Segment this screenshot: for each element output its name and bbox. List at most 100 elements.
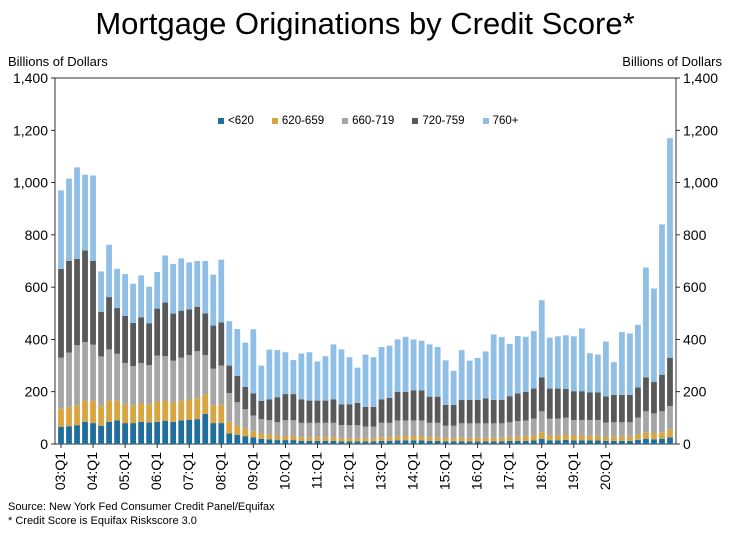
bar-segment (458, 437, 465, 442)
y-tick-label-right: 0 (683, 436, 691, 452)
bar-segment (186, 399, 193, 420)
bar-segment (90, 261, 96, 345)
bar-segment (635, 417, 641, 435)
bar-segment (418, 436, 425, 441)
bar-segment (370, 441, 377, 444)
bar-segment (506, 440, 513, 444)
bar-segment (659, 224, 665, 375)
bar-segment (482, 437, 489, 442)
bar-segment (98, 406, 104, 426)
bar-segment (98, 425, 104, 444)
bar-segment (578, 391, 585, 420)
bar-segment (250, 437, 257, 444)
bar-segment (402, 391, 409, 421)
bar-segment (138, 317, 145, 363)
bar-segment (506, 436, 513, 441)
y-tick-label-left: 0 (40, 436, 48, 452)
bar-segment (170, 313, 177, 361)
bar-segment (627, 422, 633, 437)
bar-segment (450, 425, 457, 439)
bar-segment (162, 302, 169, 357)
legend-label: 660-719 (352, 115, 395, 127)
bar-segment (90, 344, 96, 401)
legend-item: 720-759 (412, 115, 465, 127)
bar-segment (146, 365, 153, 405)
bar-segment (394, 391, 401, 421)
bar-segment (410, 436, 417, 441)
bar-segment (362, 441, 369, 444)
bar-segment (186, 309, 193, 356)
bar-segment (138, 403, 145, 422)
bar-segment (418, 340, 425, 391)
bar-segment (298, 437, 305, 441)
bar-segment (122, 315, 128, 363)
bar-segment (354, 402, 361, 426)
bar-segment (514, 420, 521, 437)
bar-segment (506, 422, 513, 437)
bar-segment (554, 336, 561, 389)
bar-segment (162, 255, 169, 303)
bar-segment (458, 399, 465, 424)
bar-segment (482, 398, 489, 424)
bar-segment (546, 418, 553, 436)
bar-segment (58, 190, 64, 269)
x-tick-label: 12:Q1 (340, 452, 356, 490)
bar-segment (74, 345, 80, 406)
bar-segment (386, 422, 393, 438)
bar-segment (194, 306, 201, 352)
bar-segment (82, 421, 88, 444)
bar-segment (498, 399, 505, 424)
bar-segment (410, 440, 417, 444)
bar-segment (442, 438, 449, 442)
bar-segment (474, 423, 481, 438)
bar-segment (370, 426, 377, 439)
bar-segment (338, 404, 345, 426)
bar-segment (562, 417, 569, 435)
bar-segment (370, 438, 377, 442)
bar-segment (98, 311, 104, 357)
bar-segment (402, 420, 409, 437)
bar-segment (514, 336, 521, 394)
bar-segment (298, 353, 305, 400)
bar-segment (386, 440, 393, 444)
bar-segment (114, 400, 120, 421)
bar-segment (202, 413, 209, 444)
y-tick-label-right: 1,400 (683, 70, 718, 86)
x-tick-label: 03:Q1 (52, 452, 68, 490)
bar-segment (114, 268, 120, 309)
bar-segment (594, 440, 601, 444)
bar-segment (386, 437, 393, 441)
bar-segment (66, 352, 72, 408)
bar-segment (178, 357, 185, 401)
bar-segment (250, 393, 257, 416)
bar-segment (546, 435, 553, 441)
y-tick-label-right: 600 (683, 279, 707, 295)
bar-segment (362, 438, 369, 442)
bar-segment (651, 382, 657, 414)
bar-segment (667, 357, 673, 407)
bar-segment (667, 406, 673, 430)
bar-segment (218, 423, 225, 444)
bar-segment (98, 271, 104, 312)
bar-segment (635, 434, 641, 440)
bar-segment (274, 397, 281, 423)
bar-segment (106, 421, 112, 444)
bar-segment (490, 437, 497, 442)
bar-segment (434, 347, 441, 397)
bar-segment (386, 345, 393, 398)
x-tick-label: 06:Q1 (148, 452, 164, 490)
bar-segment (122, 404, 128, 424)
bar-segment (426, 396, 433, 423)
bar-segment (314, 361, 321, 401)
x-tick-label: 09:Q1 (244, 452, 260, 490)
bar-segment (611, 394, 617, 423)
bar-segment (538, 300, 545, 378)
bar-segment (370, 406, 377, 427)
x-tick-label: 15:Q1 (437, 452, 453, 490)
bar-segment (234, 425, 241, 435)
bar-segment (338, 349, 345, 405)
bar-segment (354, 425, 361, 439)
bar-segment (82, 400, 88, 422)
legend-label: <620 (228, 115, 254, 127)
